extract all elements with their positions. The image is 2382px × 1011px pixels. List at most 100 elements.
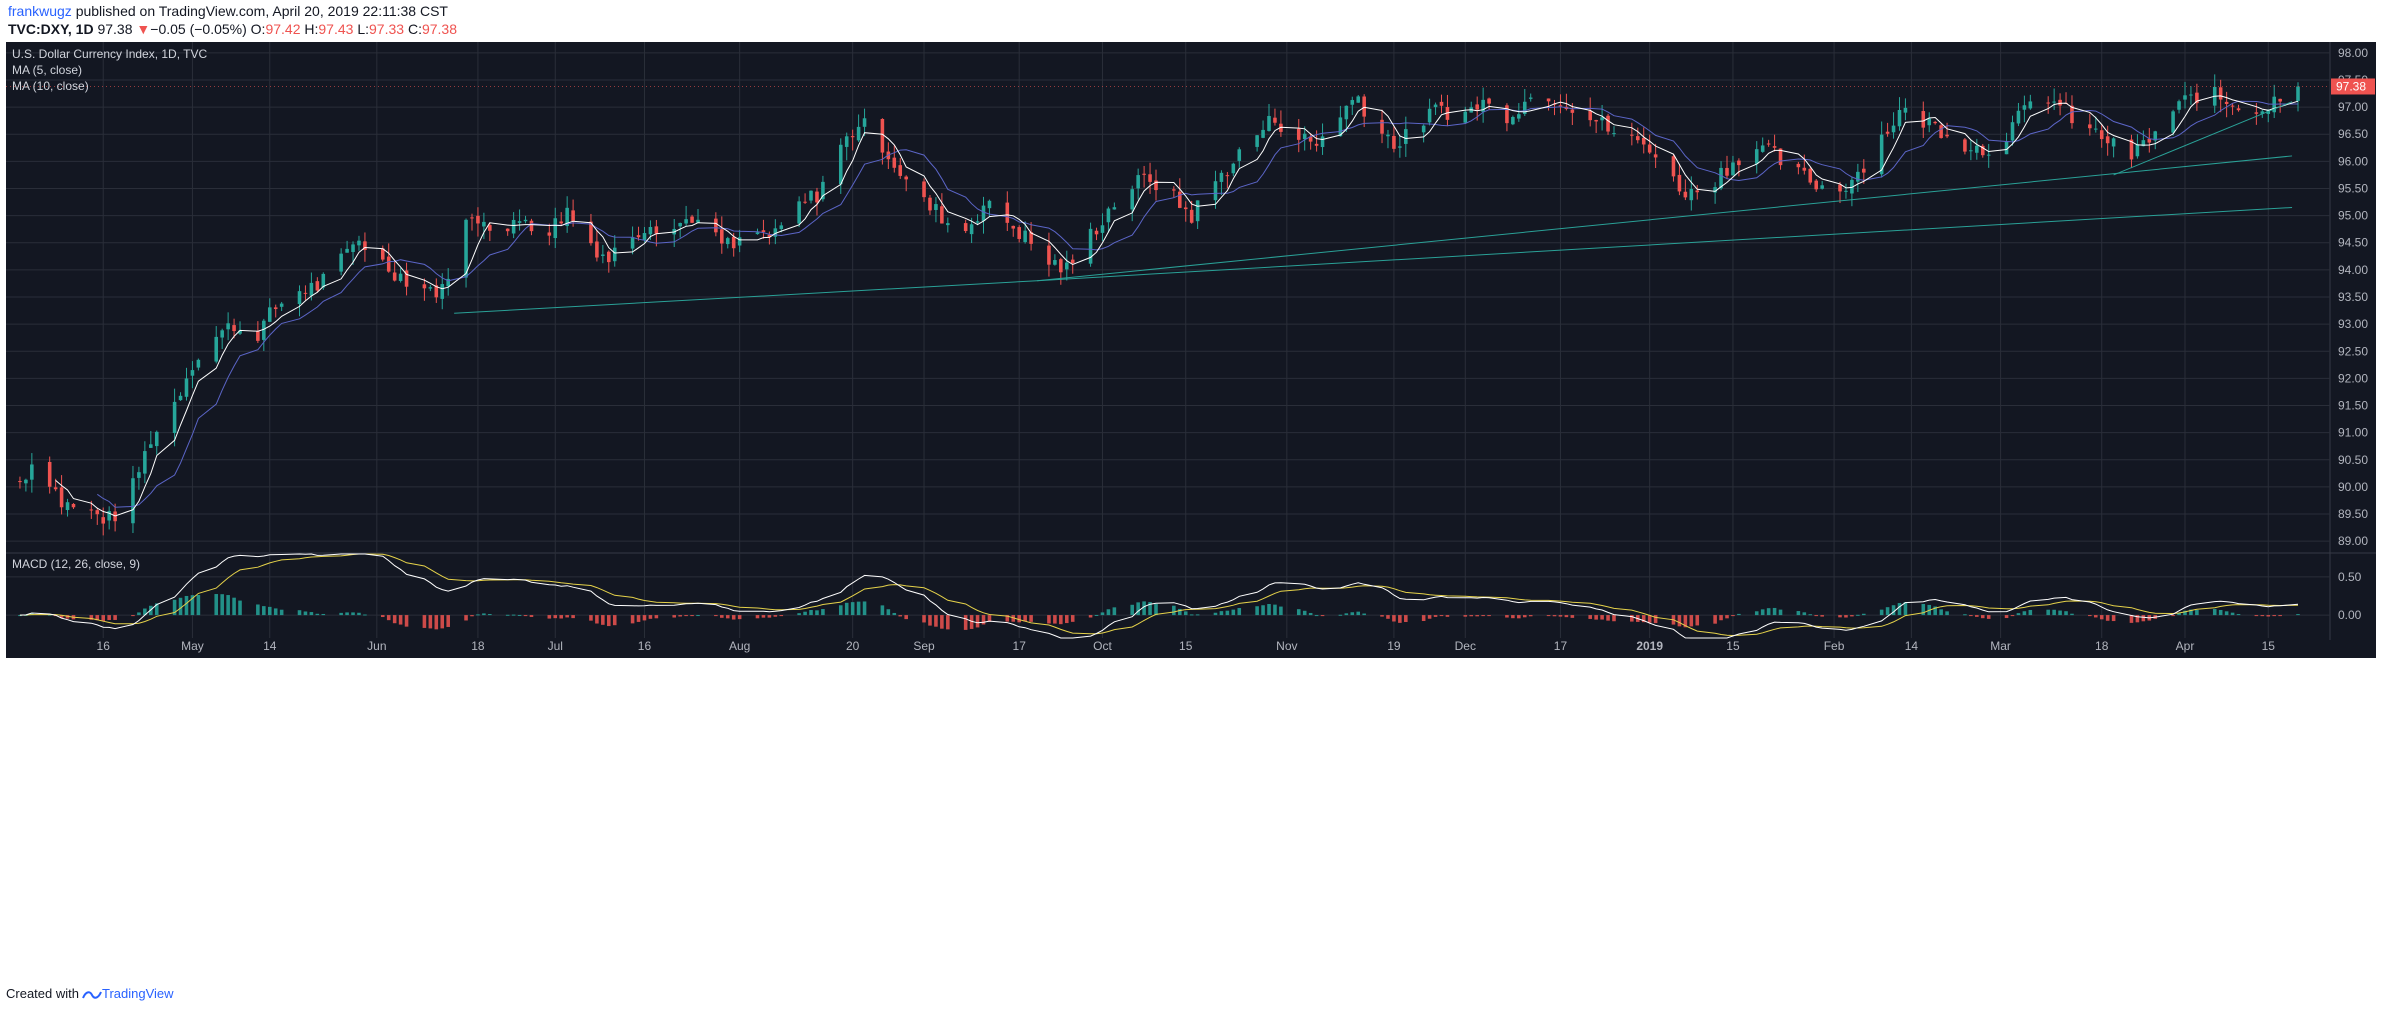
macd-histogram-bar [428,615,433,629]
candle-body [190,370,195,376]
candle-body [1183,207,1188,210]
candle-body [2099,130,2104,140]
macd-histogram-bar [1112,607,1117,616]
macd-histogram-bar [95,615,100,621]
candle-body [803,201,807,203]
macd-histogram-bar [987,615,992,622]
macd-histogram-bar [1677,615,1682,627]
macd-histogram-bar [1683,615,1688,628]
trendline[interactable] [2113,101,2293,176]
high-label: H: [304,21,319,37]
macd-histogram-bar [720,615,724,618]
candle-body [2236,108,2241,111]
candle-body [214,336,219,362]
macd-histogram-bar [2212,609,2217,616]
price-tick-label: 94.00 [2338,263,2368,277]
macd-histogram-bar [2010,615,2015,617]
macd-histogram-bar [1475,615,1479,617]
candle-body [404,270,409,287]
candle-body [2058,99,2062,106]
price-change: −0.05 (−0.05%) [150,21,247,37]
candle-body [1838,184,1842,192]
macd-line [19,553,2299,639]
candle-body [1600,117,1604,121]
candle-body [630,237,635,249]
macd-histogram-bar [2046,609,2050,616]
macd-histogram-bar [1844,615,1848,618]
macd-histogram-bar [1939,609,1943,616]
macd-histogram-bar [1463,615,1468,617]
candle-body [779,225,784,230]
candle-body [969,224,974,235]
trendline[interactable] [1036,155,2293,282]
macd-histogram-bar [1689,615,1694,627]
price-tick-label: 98.00 [2338,46,2368,60]
macd-histogram-bar [1392,615,1396,622]
macd-histogram-bar [2088,615,2092,617]
candle-body [1213,181,1218,201]
candle-body [559,221,563,224]
macd-histogram-bar [934,615,938,627]
macd-histogram-bar [256,604,260,616]
candle-body [1754,149,1759,164]
candle-body [815,191,819,203]
candle-body [934,204,938,210]
candle-body [981,205,986,221]
low-label: L: [357,21,370,37]
candle-body [1088,228,1093,264]
candle-body [1546,98,1551,102]
candle-body [898,165,903,176]
time-tick-label: 16 [97,639,111,653]
macd-histogram-bar [2016,613,2021,616]
candle-body [565,207,569,227]
created-with-text: Created with [6,986,79,1001]
candle-body [440,284,445,299]
price-chart[interactable]: 98.0097.5097.0096.5096.0095.5095.0094.50… [6,42,2376,982]
macd-histogram-bar [1969,615,1973,617]
tradingview-brand-link[interactable]: TradingView [101,986,174,1001]
macd-histogram-bar [1231,609,1236,616]
time-tick-label: 20 [846,639,860,653]
candle-body [172,401,177,433]
macd-histogram-bar [1356,611,1361,616]
macd-histogram-bar [856,601,861,616]
candle-body [654,226,659,234]
macd-histogram-bar [1172,605,1176,616]
macd-histogram-bar [1522,615,1527,618]
candle-body [470,217,474,219]
macd-histogram-bar [880,605,885,616]
author-link[interactable]: frankwugz [8,3,72,19]
macd-histogram-bar [1088,615,1093,618]
macd-histogram-bar [1350,612,1355,616]
candle-body [2218,87,2223,100]
time-tick-label: 19 [1387,639,1401,653]
candle-body [1719,167,1723,189]
candle-body [226,323,230,330]
macd-histogram-bar [696,615,700,617]
macd-histogram-bar [309,612,314,616]
candle-body [476,215,480,224]
macd-histogram-bar [1808,614,1813,616]
candle-body [1237,149,1242,161]
trendline[interactable] [1037,206,2293,282]
candle-body [731,236,736,249]
price-tick-label: 97.00 [2338,100,2368,114]
price-axis-background [2330,42,2376,640]
price-tick-label: 95.00 [2338,209,2368,223]
macd-histogram-bar [1600,615,1604,620]
macd-histogram-bar [1237,608,1242,616]
macd-histogram-bar [1731,615,1735,617]
macd-histogram-bar [547,615,552,619]
candle-body [482,221,486,227]
macd-histogram-bar [2129,615,2134,623]
macd-histogram-bar [850,602,855,616]
candle-body [1154,180,1158,191]
macd-histogram-bar [862,601,867,616]
candle-body [1677,174,1682,192]
candle-body [1070,259,1075,264]
trendline[interactable] [454,280,1038,314]
candle-body [351,244,355,252]
candle-body [107,511,111,521]
candle-body [1296,128,1301,140]
macd-histogram-bar [1963,614,1967,616]
